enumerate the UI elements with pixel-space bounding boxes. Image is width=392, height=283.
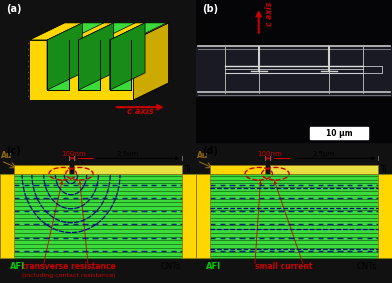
Text: AFI: AFI (206, 262, 221, 271)
Text: (b): (b) (202, 4, 218, 14)
Polygon shape (47, 40, 69, 90)
Polygon shape (133, 23, 169, 100)
Polygon shape (29, 23, 169, 40)
Text: 10 μm: 10 μm (326, 129, 352, 138)
Polygon shape (78, 23, 135, 40)
Text: 100nm: 100nm (257, 151, 282, 157)
Text: (including contact resistance): (including contact resistance) (22, 273, 115, 278)
Text: (d): (d) (202, 146, 218, 156)
Text: CNTs: CNTs (357, 262, 377, 271)
Text: Ti: Ti (185, 165, 191, 174)
Bar (0, 174, 14, 258)
Text: (c): (c) (6, 146, 21, 156)
Text: (a): (a) (6, 4, 22, 14)
Bar (196, 97, 392, 143)
Bar (196, 0, 392, 46)
Polygon shape (110, 40, 131, 90)
Bar (270, 165, 378, 174)
Text: 2.5μm: 2.5μm (313, 151, 335, 157)
Text: Au: Au (197, 151, 209, 160)
Bar (196, 174, 210, 258)
Text: c axis: c axis (265, 2, 274, 26)
Polygon shape (29, 40, 133, 100)
Bar (182, 174, 196, 258)
Bar (0, 174, 196, 258)
Text: c axis: c axis (127, 107, 154, 116)
Text: Ti: Ti (381, 165, 387, 174)
Text: transverse resistance: transverse resistance (22, 262, 116, 271)
Polygon shape (29, 83, 169, 100)
Bar (196, 46, 392, 97)
Bar (73, 165, 182, 174)
Polygon shape (47, 23, 82, 90)
Polygon shape (78, 40, 100, 90)
Polygon shape (47, 23, 104, 40)
FancyBboxPatch shape (310, 127, 368, 139)
Polygon shape (29, 23, 65, 100)
Text: Au: Au (1, 151, 13, 160)
Text: 2.5μm: 2.5μm (117, 151, 139, 157)
Bar (378, 174, 392, 258)
Bar (210, 165, 265, 174)
Text: AFI: AFI (10, 262, 25, 271)
Polygon shape (110, 23, 167, 40)
Bar (196, 174, 392, 258)
Bar (14, 165, 69, 174)
Text: 100nm: 100nm (61, 151, 86, 157)
Text: CNTs: CNTs (161, 262, 181, 271)
Text: small current: small current (256, 262, 313, 271)
Polygon shape (110, 23, 145, 90)
Polygon shape (78, 23, 114, 90)
